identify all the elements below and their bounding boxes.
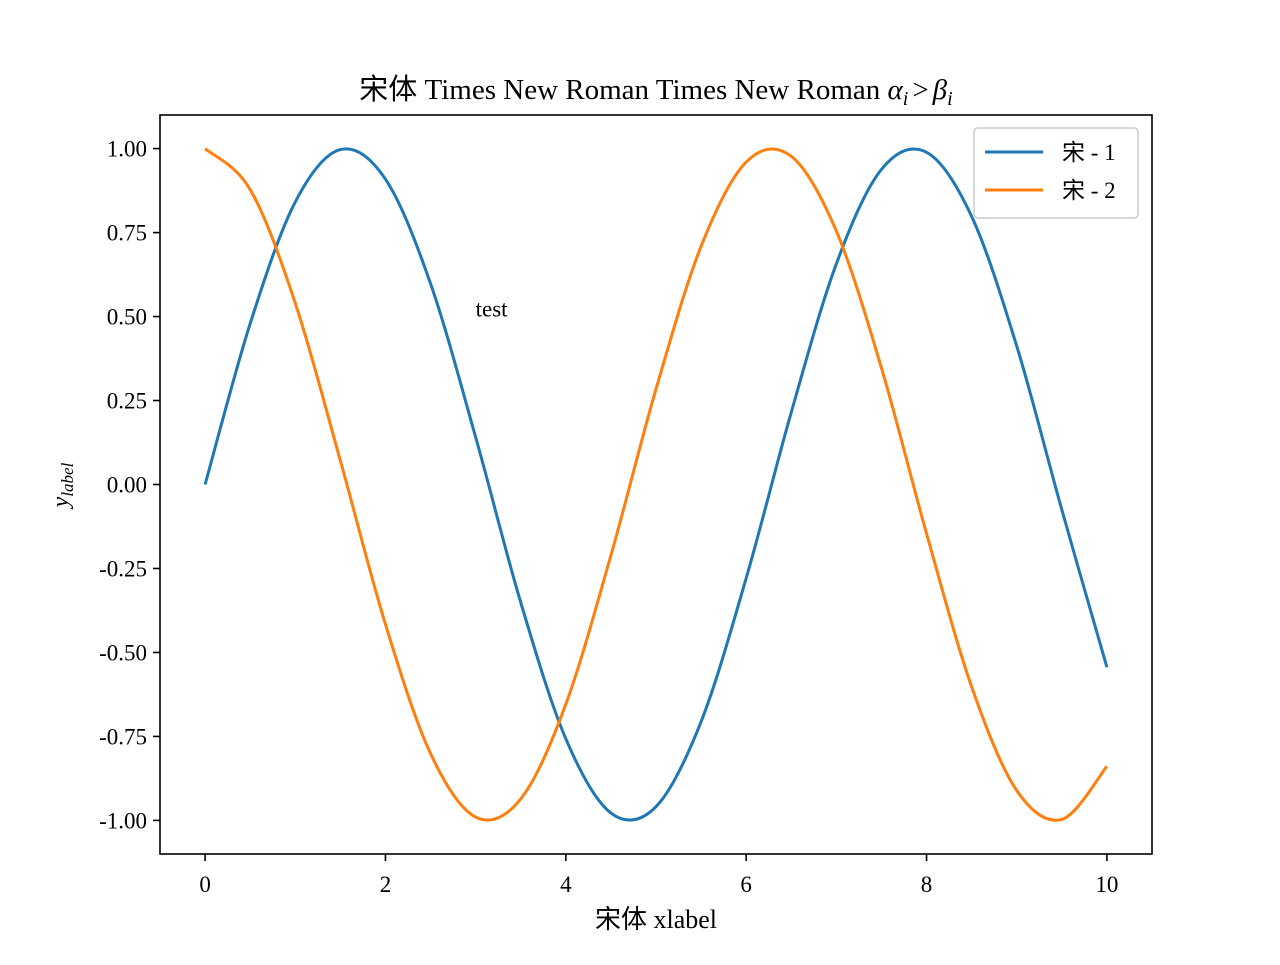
x-tick-label: 0 <box>199 872 211 897</box>
plot-frame <box>159 114 1153 855</box>
y-tick-label: 0.75 <box>107 221 147 246</box>
y-tick-label: 0.25 <box>107 389 147 414</box>
series-line-1 <box>203 147 1109 822</box>
x-axis-label: 宋体 xlabel <box>595 905 717 934</box>
y-tick-label: -0.25 <box>99 556 147 581</box>
legend-label-series-2: 宋 - 2 <box>1062 178 1116 203</box>
plot-area <box>160 115 1152 854</box>
y-tick-label: -1.00 <box>99 808 147 833</box>
chart-title: 宋体 Times New Roman Times New Roman αi > βi <box>359 73 952 110</box>
y-tick-label: 1.00 <box>107 137 147 162</box>
legend: 宋 - 1 宋 - 2 <box>973 127 1139 219</box>
y-axis: 1.00 0.75 0.50 0.25 0.00 -0.25 -0.50 -0.75 -1.00 <box>99 137 160 833</box>
legend-label-series-1: 宋 - 1 <box>1062 140 1116 165</box>
x-tick-label: 8 <box>921 872 933 897</box>
series-layer <box>203 147 1109 822</box>
y-tick-label: 0.50 <box>107 305 147 330</box>
annotation-text: test <box>476 297 509 322</box>
x-axis: 0 2 4 6 8 10 <box>199 854 1118 897</box>
y-tick-label: 0.00 <box>107 473 147 498</box>
y-tick-label: -0.50 <box>99 640 147 665</box>
x-tick-label: 6 <box>740 872 752 897</box>
x-tick-label: 2 <box>380 872 392 897</box>
x-tick-label: 4 <box>560 872 572 897</box>
x-tick-label: 10 <box>1095 872 1118 897</box>
y-tick-label: -0.75 <box>99 724 147 749</box>
y-axis-label: ylabel <box>48 462 77 509</box>
series-line-2 <box>204 147 1109 822</box>
